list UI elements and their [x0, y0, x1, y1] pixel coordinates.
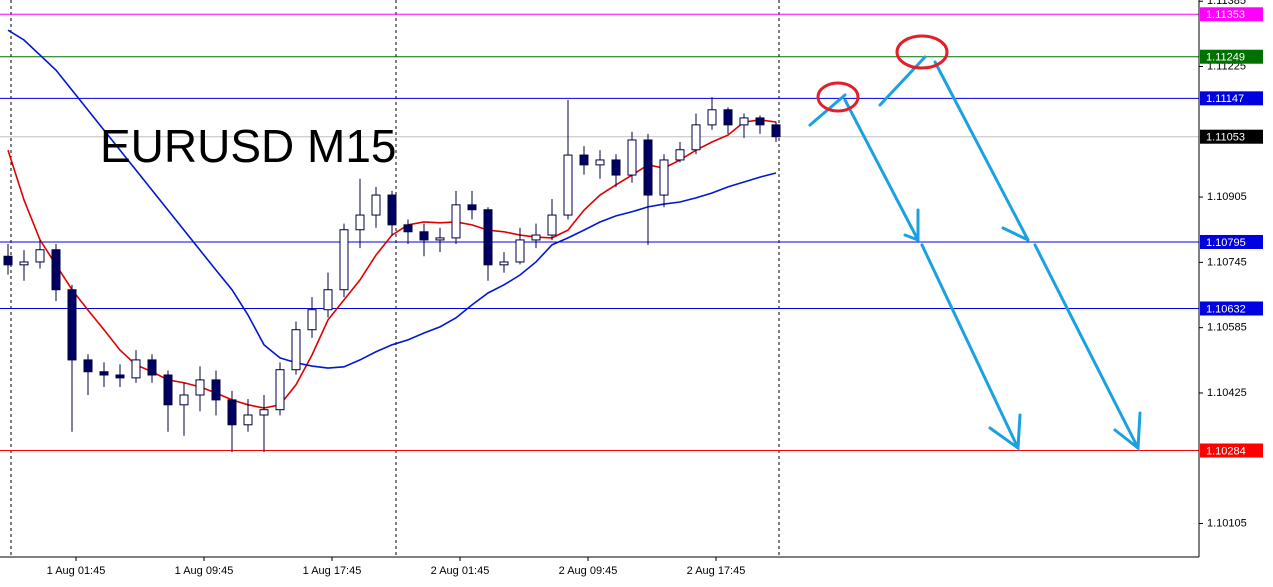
- candle-body: [355, 214, 365, 231]
- level-label: 1.10795: [1206, 237, 1246, 249]
- candle-body: [131, 359, 141, 379]
- candle-body: [83, 359, 93, 373]
- level-label: 1.11053: [1206, 132, 1245, 144]
- level-label-box: [1200, 7, 1263, 22]
- candle-body: [147, 359, 157, 376]
- candle-body: [67, 289, 77, 361]
- candle-body: [243, 414, 253, 426]
- candle-body: [691, 124, 701, 151]
- candle-body: [419, 231, 429, 241]
- x-tick-label: 2 Aug 17:45: [687, 565, 746, 577]
- candle-body: [259, 409, 269, 416]
- candle-body: [179, 394, 189, 406]
- candle-body: [339, 229, 349, 291]
- candle-body: [771, 124, 781, 138]
- candle-body: [307, 309, 317, 331]
- x-tick-label: 1 Aug 09:45: [175, 565, 234, 577]
- level-label-box: [1200, 129, 1263, 144]
- x-tick-label: 1 Aug 01:45: [47, 565, 106, 577]
- chart-title: EURUSD M15: [100, 120, 397, 172]
- x-tick-label: 2 Aug 01:45: [431, 565, 490, 577]
- candle-body: [435, 237, 445, 241]
- candle-body: [723, 109, 733, 126]
- candle-body: [403, 224, 413, 233]
- candle-body: [323, 289, 333, 311]
- x-tick-label: 1 Aug 17:45: [303, 565, 362, 577]
- candle-body: [275, 369, 285, 411]
- candles: [3, 97, 781, 453]
- candle-body: [195, 379, 205, 396]
- candle-body: [483, 209, 493, 266]
- candle-body: [643, 139, 653, 196]
- level-label-box: [1200, 234, 1263, 249]
- candle-body: [99, 371, 109, 376]
- circle-marker: [816, 81, 860, 113]
- candle-body: [547, 214, 557, 236]
- candle-body: [707, 109, 717, 126]
- level-label: 1.11147: [1206, 93, 1244, 105]
- arrow: [878, 55, 1142, 451]
- candle-body: [499, 261, 509, 266]
- level-label: 1.10632: [1206, 303, 1246, 315]
- candle-body: [3, 255, 13, 266]
- candle-body: [627, 139, 637, 176]
- candle-body: [387, 194, 397, 226]
- y-tick-label: 1.10905: [1207, 191, 1247, 203]
- y-tick-label: 1.10105: [1207, 517, 1247, 529]
- level-label-box: [1200, 443, 1263, 458]
- level-label: 1.11353: [1206, 9, 1245, 21]
- candle-body: [291, 329, 301, 371]
- annotations: [808, 34, 1142, 451]
- level-label: 1.11249: [1206, 52, 1245, 64]
- candle-body: [675, 149, 685, 161]
- candle-body: [531, 234, 541, 241]
- candle-body: [19, 261, 29, 266]
- axis-labels: 1.113851.112251.109051.107451.105851.104…: [47, 0, 1263, 577]
- candle-body: [515, 239, 525, 263]
- candle-body: [451, 204, 461, 239]
- y-tick-label: 1.10585: [1207, 322, 1247, 334]
- candle-body: [755, 117, 765, 126]
- level-label-box: [1200, 91, 1263, 106]
- candle-body: [211, 379, 221, 401]
- candle-body: [35, 249, 45, 263]
- candle-body: [115, 374, 125, 379]
- candle-body: [579, 154, 589, 166]
- candle-body: [659, 159, 669, 196]
- candle-body: [739, 117, 749, 126]
- candle-body: [611, 159, 621, 176]
- y-tick-label: 1.10425: [1207, 387, 1247, 399]
- level-label-box: [1200, 301, 1263, 316]
- candle-body: [563, 154, 573, 216]
- levels: [0, 13, 1199, 451]
- level-label: 1.10284: [1206, 445, 1246, 457]
- candle-body: [595, 159, 605, 166]
- candle-body: [371, 194, 381, 216]
- y-tick-label: 1.11385: [1207, 0, 1246, 7]
- candle-body: [51, 249, 61, 291]
- candle-body: [227, 399, 237, 426]
- candle-body: [163, 374, 173, 406]
- y-tick-label: 1.10745: [1207, 256, 1247, 268]
- x-tick-label: 2 Aug 09:45: [559, 565, 618, 577]
- level-label-box: [1200, 49, 1263, 64]
- candle-body: [467, 204, 477, 211]
- day-separators: [10, 0, 780, 557]
- circle-marker: [895, 34, 949, 70]
